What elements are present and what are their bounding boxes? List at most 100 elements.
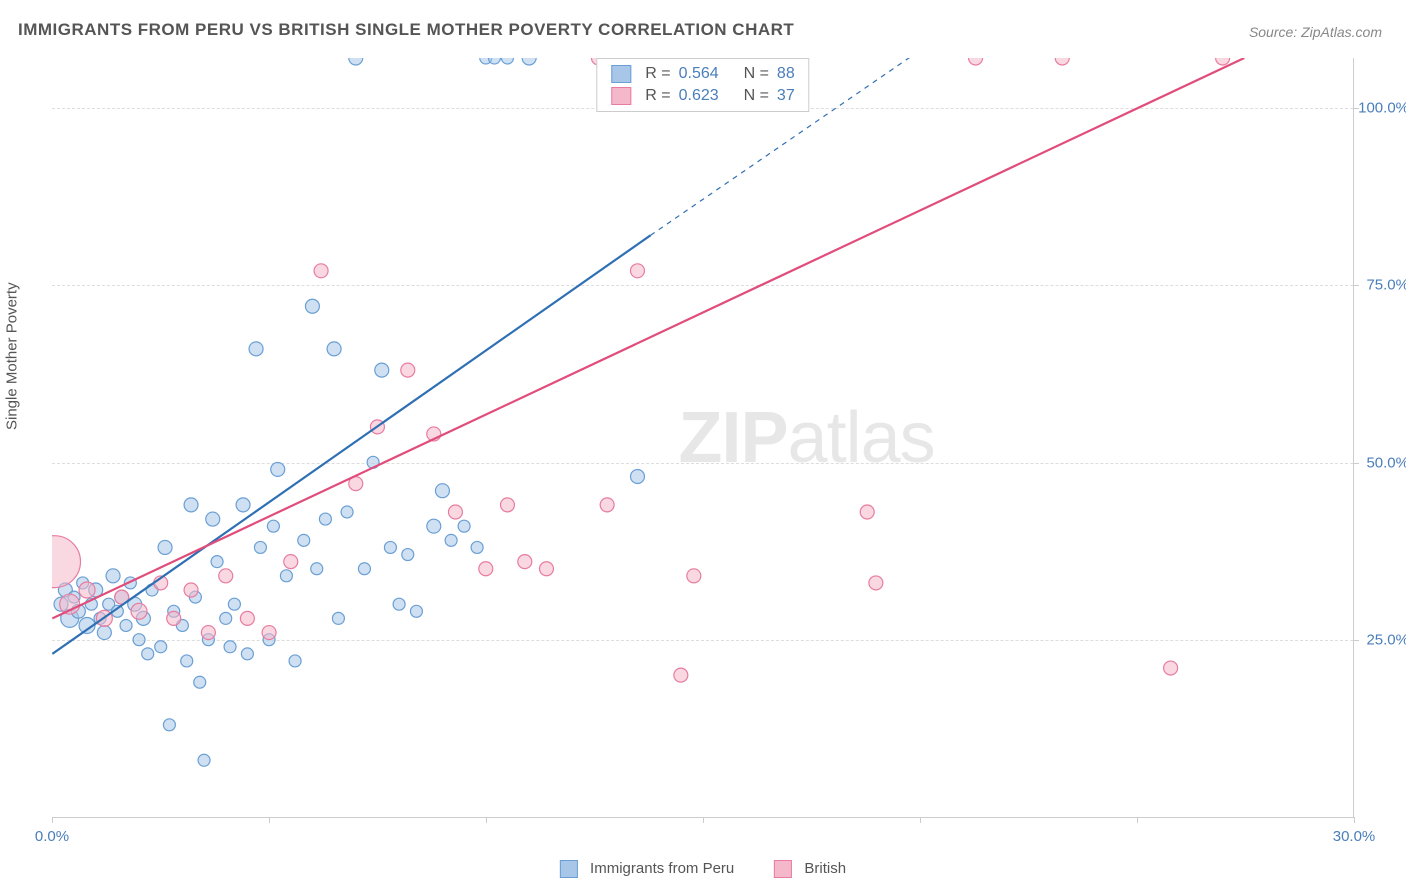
stat-n-british: 37 [777,87,795,105]
stats-row-british: R = 0.623 N = 37 [611,85,794,107]
data-point [687,569,701,583]
stats-box: R = 0.564 N = 88 R = 0.623 N = 37 [596,58,809,112]
y-axis-label: Single Mother Poverty [4,282,21,430]
data-point [358,563,370,575]
data-point [327,342,341,356]
y-tick [1353,463,1359,464]
x-tick [269,817,270,823]
data-point [280,570,292,582]
trend-line [52,58,1244,618]
data-point [167,611,181,625]
data-point [131,603,147,619]
data-point [402,549,414,561]
stat-r-peru: 0.564 [679,65,719,83]
chart-svg [52,58,1353,817]
x-tick-label: 30.0% [1333,828,1376,845]
data-point [341,506,353,518]
legend: Immigrants from Peru British [560,860,846,878]
stats-swatch-peru [611,65,631,83]
data-point [97,626,111,640]
data-point [630,264,644,278]
stat-n-label: N = [744,87,769,105]
data-point [219,569,233,583]
data-point [410,605,422,617]
data-point [120,619,132,631]
data-point [240,611,254,625]
data-point [133,634,145,646]
data-point [314,264,328,278]
data-point [600,498,614,512]
x-tick [1137,817,1138,823]
data-point [445,534,457,546]
y-tick-label: 100.0% [1358,99,1406,116]
data-point [488,58,500,64]
data-point [79,582,95,598]
x-tick [703,817,704,823]
data-point [518,555,532,569]
data-point [471,541,483,553]
data-point [305,299,319,313]
data-point [184,498,198,512]
data-point [262,626,276,640]
data-point [1216,58,1230,65]
data-point [311,563,323,575]
legend-swatch-peru [560,860,578,878]
data-point [501,58,513,64]
data-point [500,498,514,512]
data-point [630,470,644,484]
data-point [206,512,220,526]
data-point [267,520,279,532]
y-tick [1353,640,1359,641]
x-tick [486,817,487,823]
stats-row-peru: R = 0.564 N = 88 [611,63,794,85]
data-point [289,655,301,667]
data-point [427,519,441,533]
x-tick [52,817,53,823]
data-point [236,498,250,512]
stats-swatch-british [611,87,631,105]
data-point [155,641,167,653]
y-tick-label: 25.0% [1366,632,1406,649]
x-tick-label: 0.0% [35,828,69,845]
data-point [52,536,80,588]
data-point [448,505,462,519]
stat-n-peru: 88 [777,65,795,83]
data-point [220,612,232,624]
data-point [384,541,396,553]
data-point [163,719,175,731]
data-point [198,754,210,766]
data-point [332,612,344,624]
legend-item-peru: Immigrants from Peru [560,860,734,878]
y-tick-label: 75.0% [1366,277,1406,294]
data-point [539,562,553,576]
data-point [254,541,266,553]
trend-line [52,235,650,654]
legend-swatch-british [774,860,792,878]
data-point [869,576,883,590]
data-point [969,58,983,65]
plot-area: ZIPatlas 25.0%50.0%75.0%100.0%0.0%30.0% [52,58,1354,818]
data-point [201,626,215,640]
data-point [349,58,363,65]
y-tick-label: 50.0% [1366,454,1406,471]
data-point [194,676,206,688]
legend-label-british: British [804,860,846,877]
data-point [211,556,223,568]
data-point [298,534,310,546]
data-point [458,520,470,532]
data-point [158,540,172,554]
data-point [142,648,154,660]
data-point [249,342,263,356]
x-tick [1354,817,1355,823]
y-tick [1353,285,1359,286]
data-point [181,655,193,667]
data-point [435,484,449,498]
data-point [522,58,536,65]
data-point [860,505,874,519]
data-point [224,641,236,653]
data-point [479,562,493,576]
chart-title: IMMIGRANTS FROM PERU VS BRITISH SINGLE M… [18,20,794,40]
legend-item-british: British [774,860,846,878]
legend-label-peru: Immigrants from Peru [590,860,734,877]
data-point [393,598,405,610]
